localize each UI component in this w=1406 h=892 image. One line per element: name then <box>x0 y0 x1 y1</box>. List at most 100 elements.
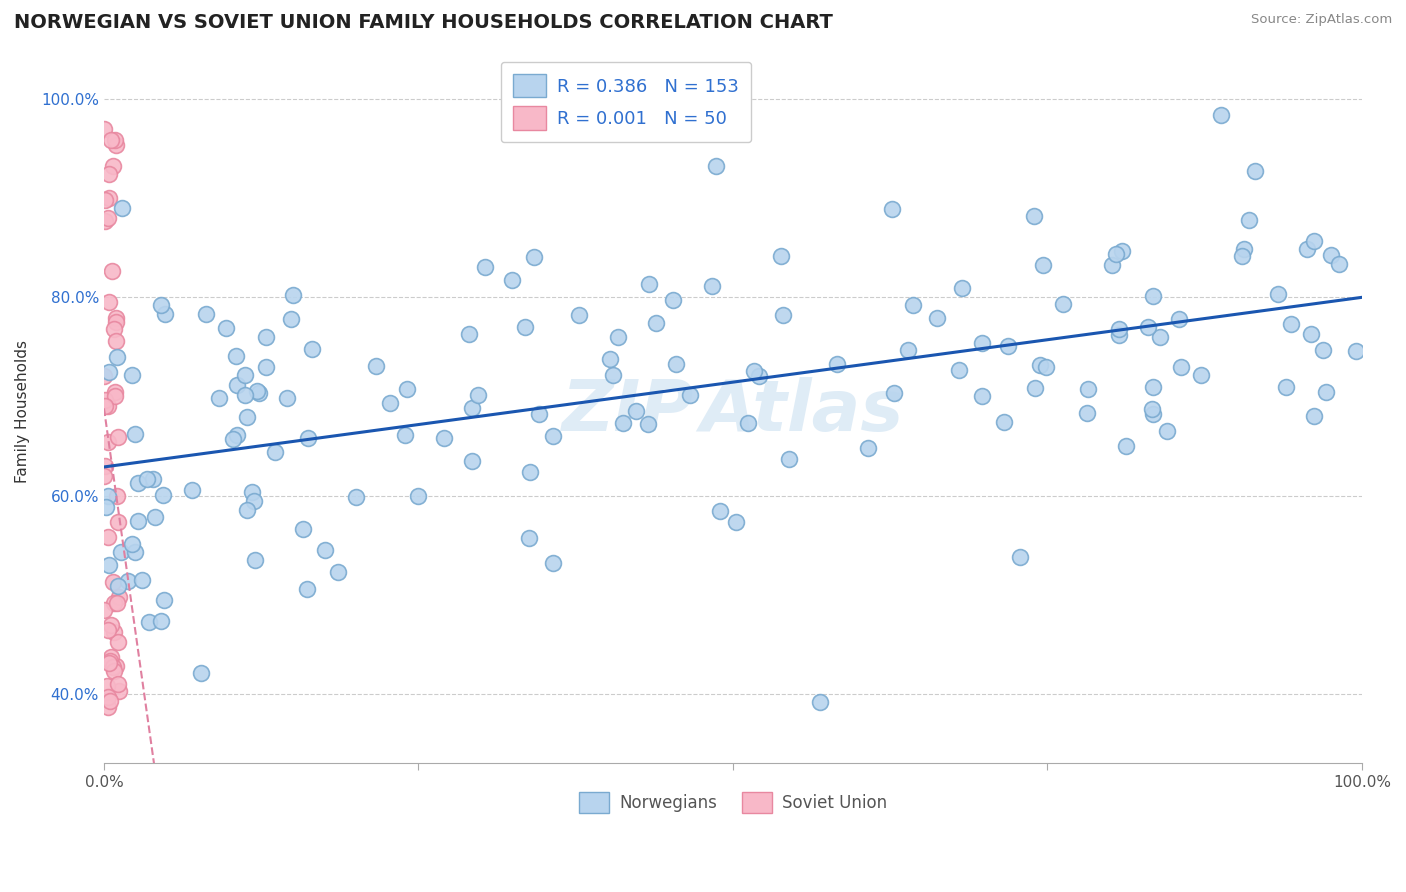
Point <box>927 310 949 325</box>
Point <box>98 654 121 668</box>
Point <box>1315 385 1337 400</box>
Point <box>637 417 659 431</box>
Text: Source: ZipAtlas.com: Source: ZipAtlas.com <box>1251 13 1392 27</box>
Point <box>97 211 120 225</box>
Point <box>107 591 129 605</box>
Point <box>93 602 115 616</box>
Point <box>97 435 120 450</box>
Point <box>105 489 128 503</box>
Point <box>344 490 367 504</box>
Point <box>1296 242 1319 256</box>
Text: NORWEGIAN VS SOVIET UNION FAMILY HOUSEHOLDS CORRELATION CHART: NORWEGIAN VS SOVIET UNION FAMILY HOUSEHO… <box>14 13 832 32</box>
Point <box>599 351 621 366</box>
Point <box>1320 248 1343 262</box>
Point <box>127 514 149 528</box>
Point <box>1115 439 1137 453</box>
Point <box>709 504 731 518</box>
Point <box>138 615 160 630</box>
Point <box>243 552 266 566</box>
Point <box>111 201 134 215</box>
Point <box>226 428 249 442</box>
Point <box>1302 234 1324 248</box>
Point <box>523 250 546 264</box>
Point <box>104 334 127 348</box>
Point <box>970 336 993 351</box>
Point <box>96 679 118 693</box>
Point <box>100 618 122 632</box>
Point <box>1274 380 1296 394</box>
Point <box>97 623 120 637</box>
Point <box>105 351 128 365</box>
Point <box>135 472 157 486</box>
Point <box>778 451 800 466</box>
Point <box>901 298 924 312</box>
Point <box>110 545 132 559</box>
Point <box>1170 359 1192 374</box>
Point <box>406 489 429 503</box>
Point <box>1022 209 1045 223</box>
Point <box>104 133 127 147</box>
Point <box>1029 359 1052 373</box>
Point <box>880 202 903 216</box>
Point <box>527 407 550 421</box>
Point <box>100 650 122 665</box>
Point <box>638 277 661 291</box>
Point <box>1052 297 1074 311</box>
Point <box>519 465 541 479</box>
Point <box>1142 380 1164 394</box>
Point <box>1108 328 1130 343</box>
Point <box>662 293 685 307</box>
Point <box>254 359 277 374</box>
Point <box>970 389 993 403</box>
Point <box>124 426 146 441</box>
Point <box>1279 318 1302 332</box>
Point <box>152 593 174 607</box>
Point <box>94 400 117 414</box>
Point <box>103 625 125 640</box>
Point <box>97 700 120 714</box>
Point <box>121 537 143 551</box>
Point <box>1137 320 1160 334</box>
Point <box>607 330 630 344</box>
Point <box>94 458 117 473</box>
Point <box>827 357 849 371</box>
Point <box>602 368 624 383</box>
Point <box>208 391 231 405</box>
Point <box>897 343 920 357</box>
Point <box>724 515 747 529</box>
Point <box>150 614 173 628</box>
Point <box>297 431 319 445</box>
Point <box>94 500 117 514</box>
Point <box>97 690 120 705</box>
Point <box>1168 312 1191 326</box>
Y-axis label: Family Households: Family Households <box>15 340 30 483</box>
Point <box>97 531 120 545</box>
Point <box>1299 327 1322 342</box>
Point <box>93 121 115 136</box>
Point <box>541 429 564 443</box>
Point <box>1327 257 1350 271</box>
Point <box>105 658 128 673</box>
Point <box>104 388 127 402</box>
Point <box>249 385 271 400</box>
Point <box>772 308 794 322</box>
Point <box>856 441 879 455</box>
Point <box>94 193 117 207</box>
Point <box>117 574 139 588</box>
Point <box>1032 258 1054 272</box>
Point <box>97 167 120 181</box>
Point <box>107 579 129 593</box>
Point <box>97 365 120 379</box>
Point <box>1233 242 1256 256</box>
Point <box>1111 244 1133 258</box>
Point <box>150 298 173 312</box>
Point <box>291 522 314 536</box>
Point <box>301 342 323 356</box>
Point <box>883 386 905 401</box>
Point <box>181 483 204 497</box>
Point <box>1232 249 1254 263</box>
Point <box>295 582 318 597</box>
Point <box>155 306 177 320</box>
Point <box>997 339 1019 353</box>
Point <box>152 488 174 502</box>
